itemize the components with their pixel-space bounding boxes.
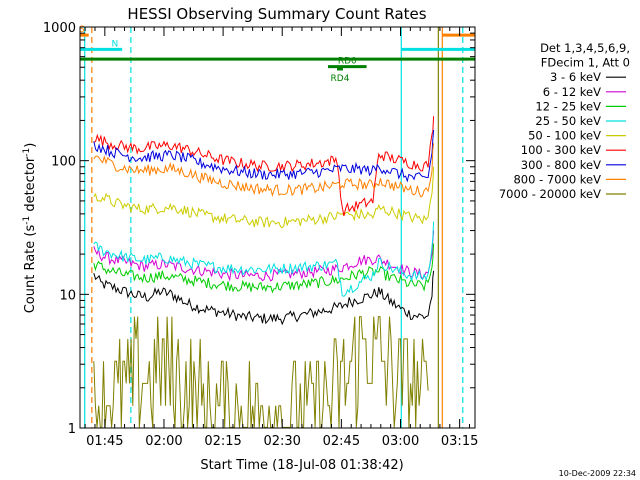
y-axis-label-mid: detector <box>23 156 38 216</box>
series-line-4 <box>93 166 435 229</box>
chart-title: HESSI Observing Summary Count Rates <box>127 5 426 23</box>
legend-label-6: 300 - 800 keV <box>521 158 601 172</box>
status-bar-label-3: RD0 <box>338 57 357 67</box>
status-bar-label-1: N <box>111 39 118 49</box>
y-axis-label-end: ) <box>23 143 38 148</box>
legend-label-4: 50 - 100 keV <box>528 129 601 143</box>
series-line-3 <box>93 221 435 297</box>
series-line-5 <box>93 116 435 217</box>
x-tick-label-3: 02:30 <box>263 434 300 449</box>
x-tick-label-6: 03:15 <box>441 434 478 449</box>
legend-label-2: 12 - 25 keV <box>535 99 601 113</box>
x-tick-label-4: 02:45 <box>323 434 360 449</box>
x-axis-label: Start Time (18-Jul-08 01:38:42) <box>200 458 403 473</box>
y-tick-label-0: 1 <box>68 422 76 437</box>
x-tick-label-1: 02:00 <box>145 434 182 449</box>
x-tick-label-0: 01:45 <box>86 434 123 449</box>
legend-label-5: 100 - 300 keV <box>521 143 601 157</box>
status-bar-label-4: RD4 <box>331 74 350 84</box>
legend-header-1: FDecim 1, Att 0 <box>541 56 630 70</box>
y-tick-label-1: 10 <box>59 288 76 303</box>
legend: Det 1,3,4,5,6,9,FDecim 1, Att 03 - 6 keV… <box>499 41 630 201</box>
x-tick-label-2: 02:15 <box>204 434 241 449</box>
legend-label-0: 3 - 6 keV <box>550 70 601 84</box>
y-axis-label-sup2: -1 <box>22 148 32 157</box>
axes: 01:45 02:00 02:15 02:30 02:45 03:00 03:15 1 10 10… <box>43 21 478 449</box>
legend-label-8: 7000 - 20000 keV <box>499 187 601 201</box>
legend-label-1: 6 - 12 keV <box>543 85 601 99</box>
legend-header-0: Det 1,3,4,5,6,9, <box>540 41 630 55</box>
series-line-7 <box>93 143 435 198</box>
series-line-1 <box>93 230 435 282</box>
plot-frame <box>79 26 476 429</box>
series-line-8 <box>93 316 429 428</box>
status-bars: S N RD0 RD4 <box>79 25 475 84</box>
series-line-0 <box>93 270 435 326</box>
y-axis-label-sup1: -1 <box>22 216 32 225</box>
series-lines <box>93 116 435 428</box>
series-line-6 <box>93 129 435 183</box>
x-tick-label-5: 03:00 <box>382 434 419 449</box>
legend-label-3: 25 - 50 keV <box>535 114 601 128</box>
series-line-2 <box>93 243 435 294</box>
y-axis-label: Count Rate (s-1 detector-1) <box>22 143 38 314</box>
footer-date: 10-Dec-2009 22:34 <box>559 469 636 478</box>
y-tick-label-2: 100 <box>51 155 76 170</box>
legend-label-7: 800 - 7000 keV <box>513 172 601 186</box>
y-tick-label-3: 1000 <box>43 21 76 36</box>
status-bar-label-0: S <box>79 25 85 35</box>
y-axis-label-main: Count Rate (s <box>23 225 38 314</box>
